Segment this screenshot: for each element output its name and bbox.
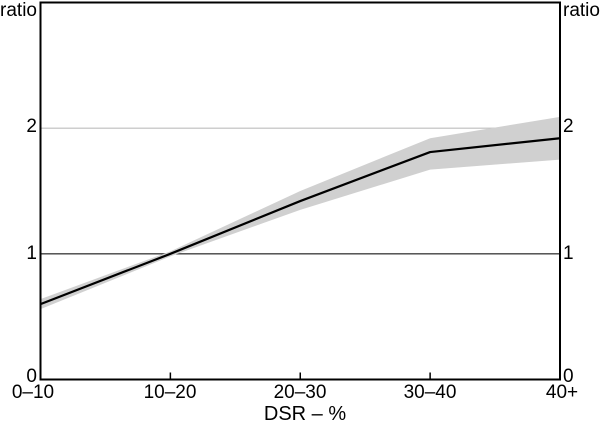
y-tick-left-2: 2 <box>26 116 37 137</box>
x-tick-label-30-40: 30–40 <box>403 382 457 403</box>
ratio-line <box>40 137 561 306</box>
y-axis-unit-left: ratio <box>0 0 37 21</box>
y-tick-right-0: 0 <box>563 366 574 387</box>
y-tick-right-1: 1 <box>563 243 574 264</box>
y-tick-left-0: 0 <box>26 366 37 387</box>
x-tick-label-20-30: 20–30 <box>273 382 327 403</box>
y-tick-left-1: 1 <box>26 243 37 264</box>
y-axis-unit-right: ratio <box>563 0 600 21</box>
x-tick-label-40plus: 40+ <box>545 382 579 403</box>
x-tick-label-0-10: 0–10 <box>11 382 55 403</box>
y-tick-right-2: 2 <box>563 116 574 137</box>
x-axis-title: DSR – % <box>263 403 347 425</box>
confidence-band <box>40 116 560 310</box>
x-tick-label-10-20: 10–20 <box>143 382 197 403</box>
